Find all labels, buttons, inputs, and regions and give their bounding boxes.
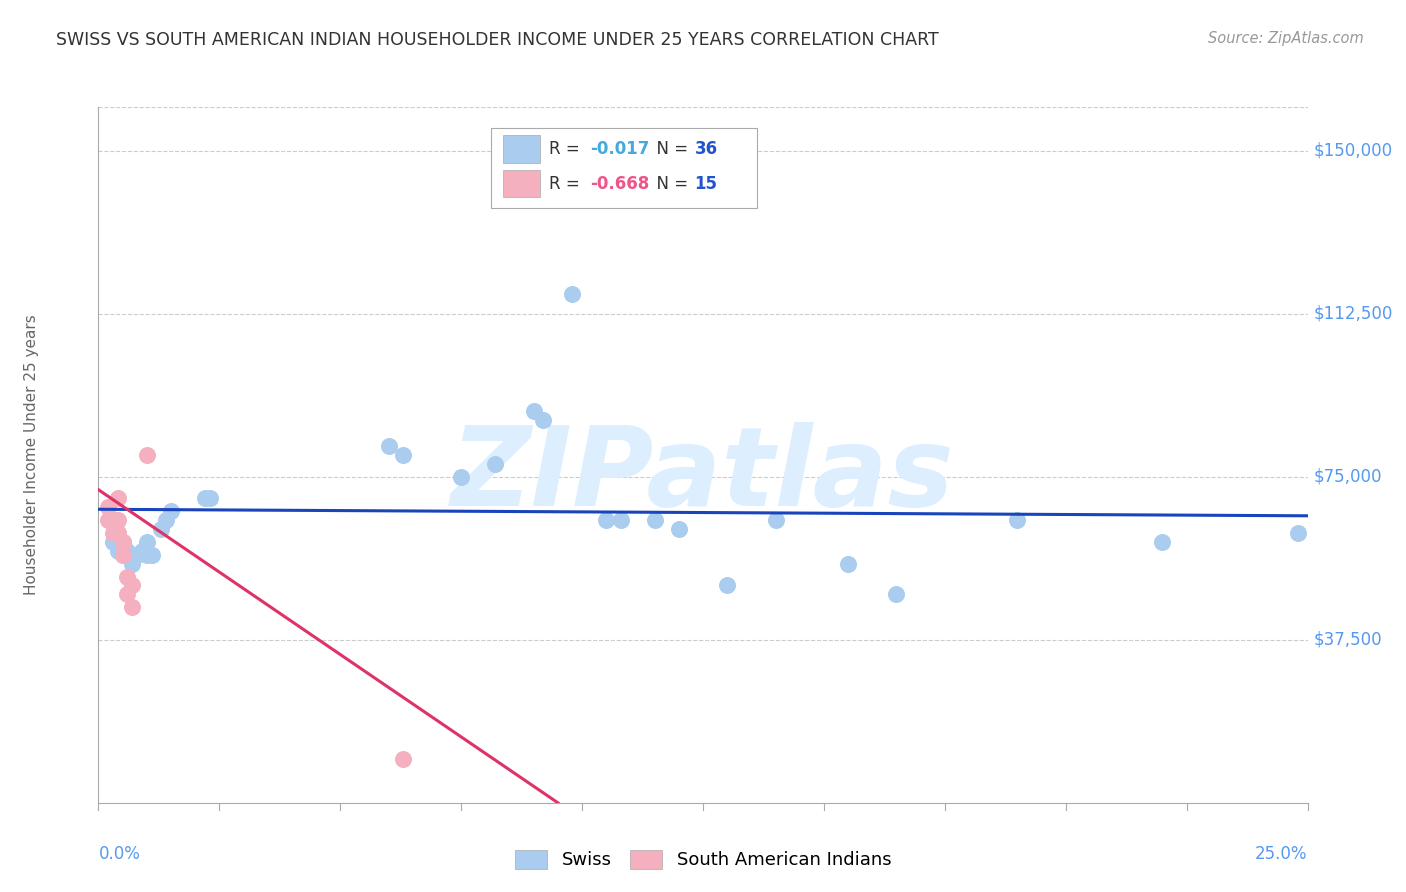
Text: $75,000: $75,000 (1313, 467, 1382, 485)
Point (392, 448, 415, 462)
FancyBboxPatch shape (503, 135, 540, 162)
Text: $112,500: $112,500 (1313, 304, 1393, 323)
Point (523, 404, 546, 418)
Point (117, 587, 139, 601)
Point (1286, 526, 1309, 541)
Point (716, 578, 738, 592)
Point (150, 522, 173, 536)
Point (392, 752, 415, 766)
Text: R =: R = (550, 175, 585, 193)
Text: 25.0%: 25.0% (1256, 845, 1308, 863)
Text: 0.0%: 0.0% (98, 845, 141, 863)
Point (97, 500, 120, 514)
Point (194, 491, 217, 506)
Point (107, 543, 129, 558)
Point (1007, 513, 1029, 527)
Text: Source: ZipAtlas.com: Source: ZipAtlas.com (1208, 31, 1364, 46)
Text: 36: 36 (695, 140, 717, 158)
Point (107, 526, 129, 541)
Point (1152, 535, 1174, 549)
Text: -0.017: -0.017 (591, 140, 650, 158)
Text: N =: N = (647, 140, 693, 158)
Point (111, 548, 134, 562)
Point (610, 513, 633, 527)
Point (377, 439, 399, 453)
Point (101, 513, 124, 527)
Text: 15: 15 (695, 175, 717, 193)
Point (117, 570, 139, 584)
Point (644, 513, 666, 527)
Point (484, 457, 506, 471)
Point (121, 578, 143, 592)
Point (111, 535, 134, 549)
Point (141, 548, 163, 562)
Point (160, 504, 183, 518)
Point (101, 526, 124, 541)
Point (135, 535, 157, 549)
Point (131, 543, 153, 558)
Point (127, 548, 149, 562)
Text: $150,000: $150,000 (1313, 142, 1393, 160)
FancyBboxPatch shape (492, 128, 758, 208)
Text: $37,500: $37,500 (1313, 631, 1382, 648)
Legend: Swiss, South American Indians: Swiss, South American Indians (506, 841, 900, 879)
Point (121, 600, 143, 615)
Point (668, 522, 690, 536)
Point (121, 548, 143, 562)
Point (121, 557, 143, 571)
Point (107, 513, 129, 527)
Point (135, 448, 157, 462)
Point (561, 287, 583, 301)
Text: N =: N = (647, 175, 693, 193)
Point (117, 543, 139, 558)
Point (101, 535, 124, 549)
Point (111, 548, 134, 562)
Point (155, 513, 177, 527)
Point (198, 491, 221, 506)
Point (111, 535, 134, 549)
Text: ZIPatlas: ZIPatlas (451, 422, 955, 529)
Point (765, 513, 787, 527)
Point (97, 513, 120, 527)
FancyBboxPatch shape (503, 169, 540, 197)
Point (886, 587, 908, 601)
Point (837, 557, 859, 571)
Point (595, 513, 617, 527)
Point (135, 548, 157, 562)
Point (101, 513, 124, 527)
Text: SWISS VS SOUTH AMERICAN INDIAN HOUSEHOLDER INCOME UNDER 25 YEARS CORRELATION CHA: SWISS VS SOUTH AMERICAN INDIAN HOUSEHOLD… (56, 31, 939, 49)
Point (107, 491, 129, 506)
Point (531, 413, 554, 427)
Text: R =: R = (550, 140, 585, 158)
Point (107, 526, 129, 541)
Text: Householder Income Under 25 years: Householder Income Under 25 years (24, 315, 39, 595)
Text: -0.668: -0.668 (591, 175, 650, 193)
Point (450, 469, 472, 483)
